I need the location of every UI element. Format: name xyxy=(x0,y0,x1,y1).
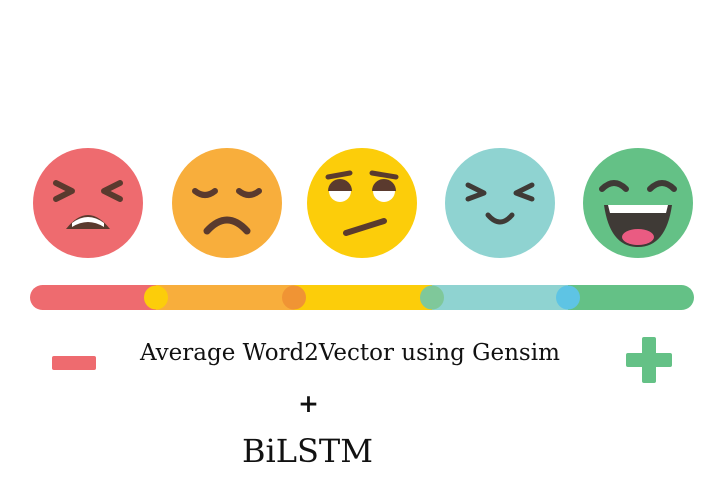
plus-icon xyxy=(626,337,672,383)
emoji-face-row xyxy=(33,148,693,258)
scale-segment-negative xyxy=(30,285,156,310)
caption-plus: + xyxy=(298,389,319,418)
angry-face-icon xyxy=(33,148,143,258)
scale-segment-mild-negative xyxy=(156,285,294,310)
minus-icon xyxy=(52,356,96,370)
scale-segment-mild-positive xyxy=(432,285,568,310)
scale-joint-4 xyxy=(556,285,580,310)
scale-joint-2 xyxy=(282,285,306,310)
sad-face-icon xyxy=(172,148,282,258)
sentiment-scale-bar xyxy=(30,285,694,310)
scale-segment-neutral xyxy=(294,285,432,310)
scale-joint-1 xyxy=(144,285,168,310)
laughing-face-icon xyxy=(583,148,693,258)
scale-joint-3 xyxy=(420,285,444,310)
skeptical-face-icon xyxy=(307,148,417,258)
content-face-icon xyxy=(445,148,555,258)
scale-segment-positive xyxy=(568,285,694,310)
caption-model: BiLSTM xyxy=(242,432,374,470)
caption-method: Average Word2Vector using Gensim xyxy=(140,340,560,366)
